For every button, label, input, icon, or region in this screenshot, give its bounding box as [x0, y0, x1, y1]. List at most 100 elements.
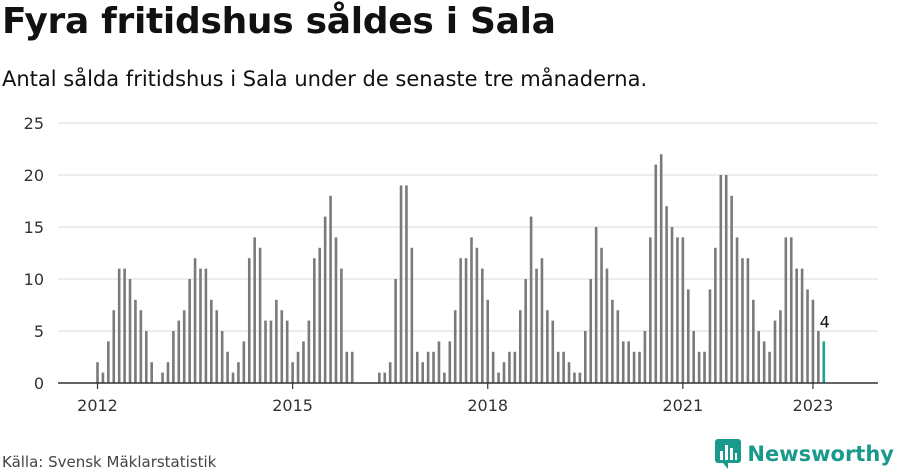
bar: [107, 341, 110, 383]
bar: [383, 372, 387, 383]
bar: [692, 331, 695, 383]
bar: [378, 372, 381, 383]
bar: [275, 299, 278, 383]
bar: [502, 362, 506, 383]
bar: [714, 247, 717, 383]
bar: [334, 237, 338, 383]
bar: [551, 320, 555, 383]
bar: [540, 258, 544, 383]
bar: [459, 258, 462, 383]
bar: [453, 310, 457, 383]
bar: [220, 331, 224, 383]
bar: [518, 310, 522, 383]
bar: [757, 331, 761, 383]
bar: [470, 237, 473, 383]
bar: [659, 154, 663, 383]
bar: [491, 351, 495, 383]
bar: [340, 268, 343, 383]
bar: [237, 362, 240, 383]
bar: [437, 341, 441, 383]
bar: [795, 268, 798, 383]
bar: [421, 362, 424, 383]
bar: [475, 247, 479, 383]
bar: [589, 279, 593, 383]
bar: [616, 310, 620, 383]
bar: [188, 279, 191, 383]
bar: [280, 310, 284, 383]
bar: [567, 362, 571, 383]
bar: [426, 351, 430, 383]
bar: [730, 195, 733, 383]
bar: [676, 237, 679, 383]
bar: [768, 351, 771, 383]
bar: [247, 258, 251, 383]
bar: [394, 279, 397, 383]
bar: [313, 258, 316, 383]
y-tick-label: 20: [24, 166, 44, 185]
bar: [318, 247, 322, 383]
bar: [605, 268, 609, 383]
bar: [686, 289, 690, 383]
bar: [800, 268, 804, 383]
bar: [665, 206, 668, 383]
bar-highlight: [822, 341, 826, 383]
bar: [405, 185, 408, 383]
bar: [128, 279, 132, 383]
bar: [432, 351, 435, 383]
bar: [508, 351, 511, 383]
bar: [123, 268, 126, 383]
bar: [242, 341, 246, 383]
bar: [779, 310, 782, 383]
bar: [101, 372, 105, 383]
bar: [649, 237, 652, 383]
bar: [448, 341, 452, 383]
bar: [285, 320, 289, 383]
bar: [388, 362, 392, 383]
bar: [307, 320, 311, 383]
y-tick-label: 5: [34, 322, 44, 341]
x-tick-label: 2015: [272, 396, 313, 415]
bar: [594, 227, 598, 383]
bar: [811, 299, 815, 383]
chart-title: Fyra fritidshus såldes i Sala: [2, 1, 556, 42]
bar: [584, 331, 587, 383]
bar: [556, 351, 560, 383]
bar: [193, 258, 197, 383]
bar: [724, 175, 728, 383]
bar: [600, 247, 603, 383]
bar: [611, 299, 614, 383]
bar: [513, 351, 517, 383]
bar: [345, 351, 349, 383]
bar: [464, 258, 468, 383]
bar: [226, 351, 229, 383]
bar: [562, 351, 565, 383]
bar: [443, 372, 446, 383]
bar: [231, 372, 235, 383]
bar: [762, 341, 766, 383]
bar: [161, 372, 164, 383]
x-tick-label: 2023: [793, 396, 834, 415]
y-tick-label: 0: [34, 374, 44, 393]
newsworthy-chat-bars-icon: [715, 439, 742, 469]
bar: [638, 351, 641, 383]
bar: [632, 351, 636, 383]
x-tick-label: 2018: [467, 396, 508, 415]
bar: [415, 351, 419, 383]
bar: [258, 247, 262, 383]
bar: [172, 331, 175, 383]
bar: [524, 279, 527, 383]
bar: [150, 362, 153, 383]
bar: [719, 175, 723, 383]
bar: [681, 237, 685, 383]
bar: [323, 216, 327, 383]
bar: [210, 299, 213, 383]
bar: [253, 237, 256, 383]
bar: [410, 247, 414, 383]
bar: [481, 268, 484, 383]
brand-logo[interactable]: Newsworthy: [715, 439, 894, 469]
bar: [182, 310, 186, 383]
bar: [350, 351, 354, 383]
bar: [708, 289, 712, 383]
bar: [529, 216, 533, 383]
bar: [806, 289, 809, 383]
